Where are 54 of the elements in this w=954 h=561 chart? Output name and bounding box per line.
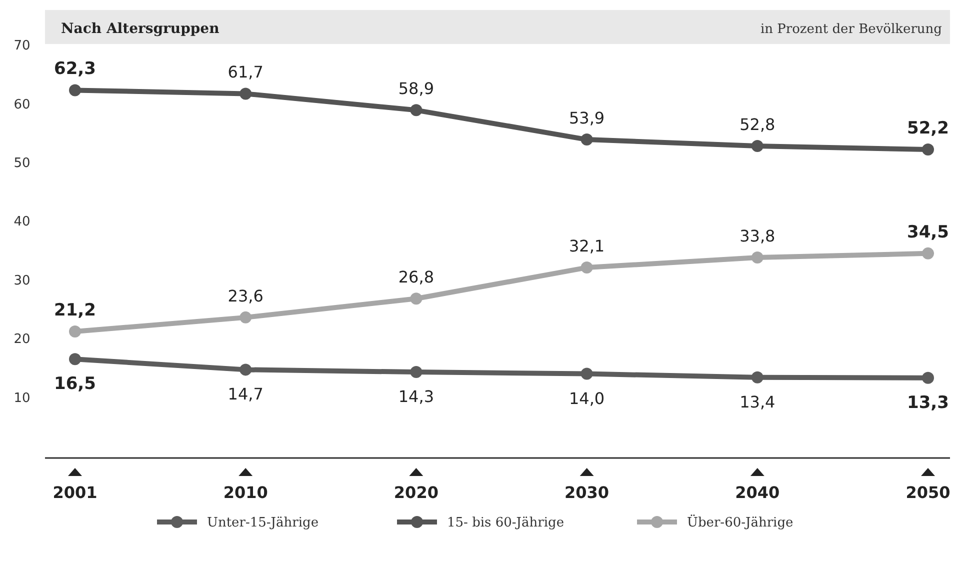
data-label: 14,7 xyxy=(228,384,264,404)
data-label: 34,5 xyxy=(907,222,949,242)
data-label: 33,8 xyxy=(740,226,776,246)
point xyxy=(410,366,422,378)
point xyxy=(240,364,252,376)
data-label: 52,2 xyxy=(907,118,949,139)
y-tick-label: 70 xyxy=(14,38,30,54)
data-label: 62,3 xyxy=(54,59,96,80)
y-tick-label: 10 xyxy=(14,390,30,406)
point xyxy=(240,88,252,100)
point xyxy=(69,84,81,96)
x-tick-label: 2001 xyxy=(52,483,98,502)
point xyxy=(922,144,934,156)
y-tick-label: 40 xyxy=(14,214,30,230)
data-label: 32,1 xyxy=(568,236,605,256)
data-label: 53,9 xyxy=(568,108,605,128)
data-label: 13,3 xyxy=(907,392,949,413)
point xyxy=(751,371,764,384)
data-label: 23,6 xyxy=(228,286,264,306)
chart-subtitle: in Prozent der Bevölkerung xyxy=(760,22,942,37)
point xyxy=(751,252,764,264)
x-tick-label: 2050 xyxy=(906,483,950,502)
point xyxy=(410,104,422,116)
data-label: 13,4 xyxy=(740,392,776,412)
data-label: 21,2 xyxy=(54,300,96,321)
point xyxy=(69,326,81,338)
y-tick-label: 50 xyxy=(14,156,30,171)
point xyxy=(69,353,81,366)
point xyxy=(922,247,934,260)
y-tick-label: 60 xyxy=(14,97,30,112)
data-label: 16,5 xyxy=(54,374,96,394)
legend-label: Über-60-Jährige xyxy=(687,514,794,531)
data-label: 26,8 xyxy=(398,268,434,287)
point xyxy=(580,368,593,380)
data-label: 14,3 xyxy=(398,387,434,406)
x-tick-label: 2030 xyxy=(564,483,610,502)
point xyxy=(580,134,593,146)
x-tick-label: 2010 xyxy=(223,483,268,502)
point xyxy=(922,372,934,384)
chart-title: Nach Altersgruppen xyxy=(61,21,220,37)
point xyxy=(580,262,593,274)
data-label: 52,8 xyxy=(740,114,776,134)
point xyxy=(240,311,252,324)
point xyxy=(410,292,422,305)
y-tick-label: 20 xyxy=(14,332,30,348)
legend-label: 15- bis 60-Jährige xyxy=(447,516,564,531)
x-tick-label: 2040 xyxy=(735,483,780,502)
legend-label: Unter-15-Jährige xyxy=(207,516,319,531)
data-label: 61,7 xyxy=(228,62,264,82)
x-tick-label: 2020 xyxy=(394,483,438,502)
data-label: 14,0 xyxy=(568,388,605,408)
point xyxy=(751,140,764,152)
data-label: 58,9 xyxy=(398,79,434,98)
y-tick-label: 30 xyxy=(14,273,30,288)
